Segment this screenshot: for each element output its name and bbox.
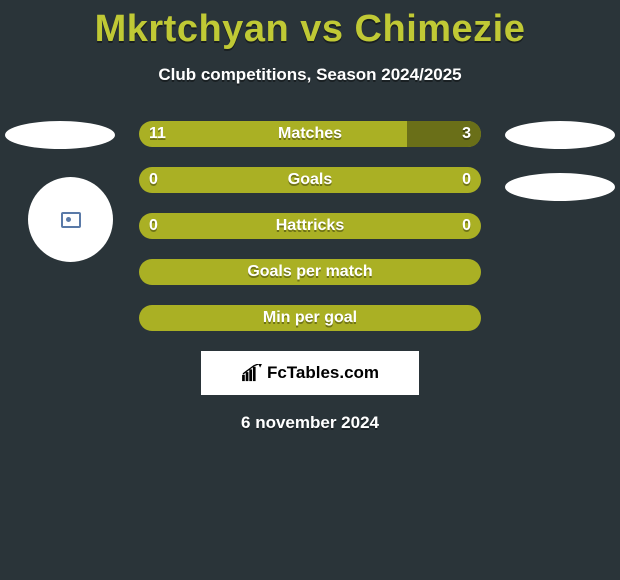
player-left-oval: [5, 121, 115, 149]
page-subtitle: Club competitions, Season 2024/2025: [0, 65, 620, 85]
stat-bar-row: Matches11 3: [139, 121, 481, 147]
stat-bar-right-value: 3: [462, 121, 471, 147]
stat-bar-label: Goals: [139, 167, 481, 193]
stat-bar-right-value: 0: [462, 167, 471, 193]
stat-bar-row: Hattricks0 0: [139, 213, 481, 239]
stat-bar-right-value: 0: [462, 213, 471, 239]
stat-bar-label: Hattricks: [139, 213, 481, 239]
stat-bar-left-value: 0: [149, 167, 158, 193]
player-right-oval-2: [505, 173, 615, 201]
brand-box: FcTables.com: [201, 351, 419, 395]
brand-text: FcTables.com: [267, 363, 379, 383]
stat-bar-label: Matches: [139, 121, 481, 147]
player-left-avatar: [28, 177, 113, 262]
avatar-placeholder-icon: [61, 212, 81, 228]
stat-bar-row: Min per goal: [139, 305, 481, 331]
stat-bars: Matches113Goals00Hattricks00Goals per ma…: [139, 121, 481, 331]
stat-bar-left-value: 0: [149, 213, 158, 239]
page-title: Mkrtchyan vs Chimezie: [0, 0, 620, 51]
date-text: 6 november 2024: [0, 413, 620, 433]
stat-bar-label: Goals per match: [139, 259, 481, 285]
stat-bar-row: Goals0 0: [139, 167, 481, 193]
stats-area: Matches113Goals00Hattricks00Goals per ma…: [0, 121, 620, 433]
stat-bar-left-value: 11: [149, 121, 166, 147]
stat-bar-label: Min per goal: [139, 305, 481, 331]
brand-icon: [241, 364, 263, 382]
stat-bar-row: Goals per match: [139, 259, 481, 285]
player-right-oval: [505, 121, 615, 149]
